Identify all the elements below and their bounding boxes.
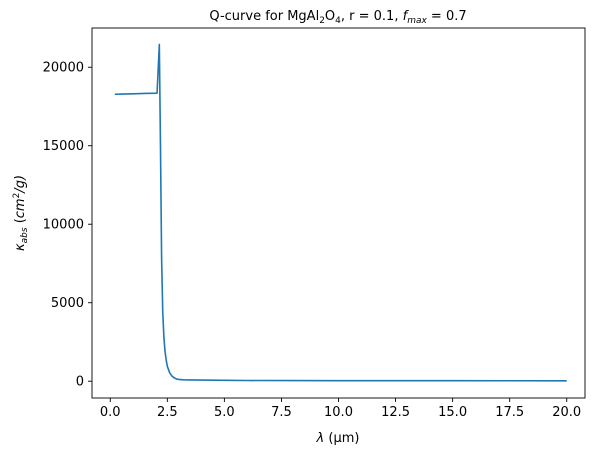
plot-frame	[91, 27, 586, 399]
x-tick-label: 12.5	[381, 405, 410, 420]
x-axis-label: λ (μm)	[316, 431, 360, 446]
y-tick-label: 5000	[51, 296, 84, 311]
x-tick-label: 2.5	[157, 405, 178, 420]
chart-title: Q-curve for MgAl2O4, r = 0.1, fmax = 0.7	[209, 9, 466, 26]
x-tick-label: 5.0	[214, 405, 235, 420]
y-axis-ticks: 0 5000 10000 15000 20000	[43, 61, 92, 390]
y-axis-label: κabs (cm2/g)	[12, 175, 30, 251]
x-tick-label: 0.0	[100, 405, 121, 420]
series-line	[114, 43, 567, 382]
x-tick-label: 7.5	[271, 405, 292, 420]
y-tick-label: 15000	[43, 139, 84, 154]
x-tick-label: 15.0	[438, 405, 467, 420]
y-tick-label: 10000	[43, 218, 84, 233]
y-tick-label: 20000	[43, 61, 84, 76]
x-axis-ticks: 0.0 2.5 5.0 7.5 10.0 12.5 15.0 17.5 20.0	[100, 398, 581, 420]
x-tick-label: 10.0	[324, 405, 353, 420]
x-tick-label: 17.5	[495, 405, 524, 420]
y-tick-label: 0	[76, 375, 84, 390]
x-tick-label: 20.0	[552, 405, 581, 420]
